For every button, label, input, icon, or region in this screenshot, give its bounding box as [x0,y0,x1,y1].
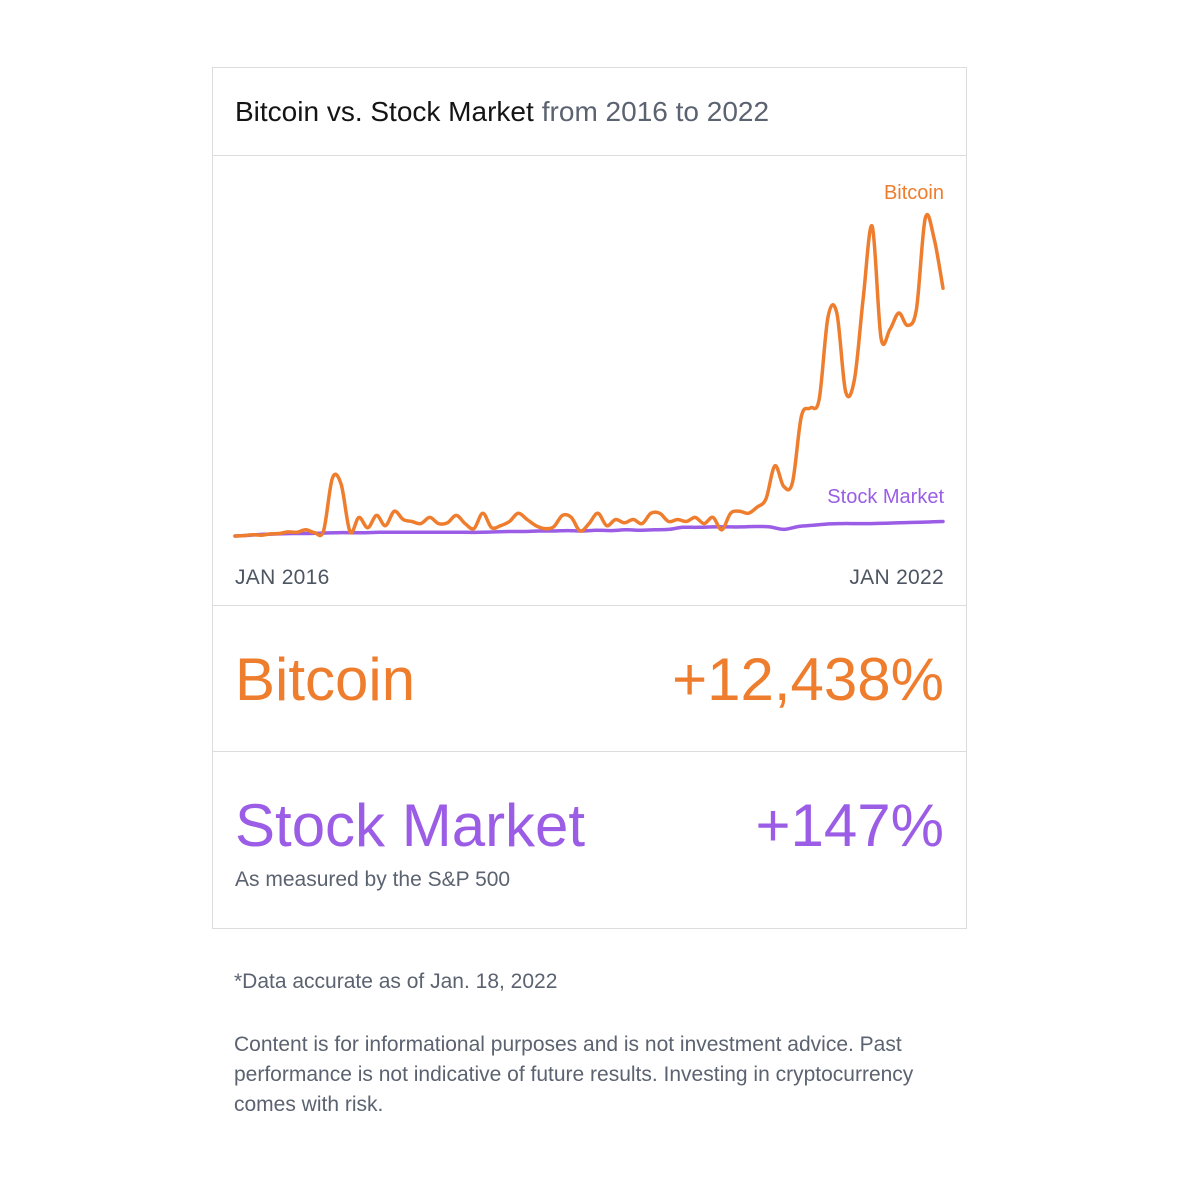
comparison-card: Bitcoin vs. Stock Market from 2016 to 20… [212,67,967,929]
disclaimer-text: Content is for informational purposes an… [234,1033,914,1116]
stock-market-stat-row: Stock Market +147% As measured by the S&… [213,752,966,928]
stock-market-note: As measured by the S&P 500 [235,868,511,891]
bitcoin-stat-label: Bitcoin [235,646,416,713]
chart-title: Bitcoin vs. Stock Market [235,95,534,127]
stock-market-series-label: Stock Market [827,486,944,508]
bitcoin-stat-row: Bitcoin +12,438% [213,606,966,752]
x-axis-end-label: JAN 2022 [849,566,944,589]
line-chart: Bitcoin Stock Market JAN 2016 JAN 2022 [213,156,966,606]
bitcoin-stat-value: +12,438% [672,646,944,713]
stock-market-stat-value: +147% [755,792,945,859]
data-footnote: *Data accurate as of Jan. 18, 2022 [234,970,558,993]
chart-subtitle: from 2016 to 2022 [541,95,770,127]
stock-market-stat-label: Stock Market [235,792,586,859]
x-axis-start-label: JAN 2016 [235,566,330,589]
bitcoin-series-label: Bitcoin [883,182,944,204]
bitcoin-line [233,212,945,538]
chart-svg [233,212,945,538]
card-header: Bitcoin vs. Stock Market from 2016 to 20… [213,68,966,156]
